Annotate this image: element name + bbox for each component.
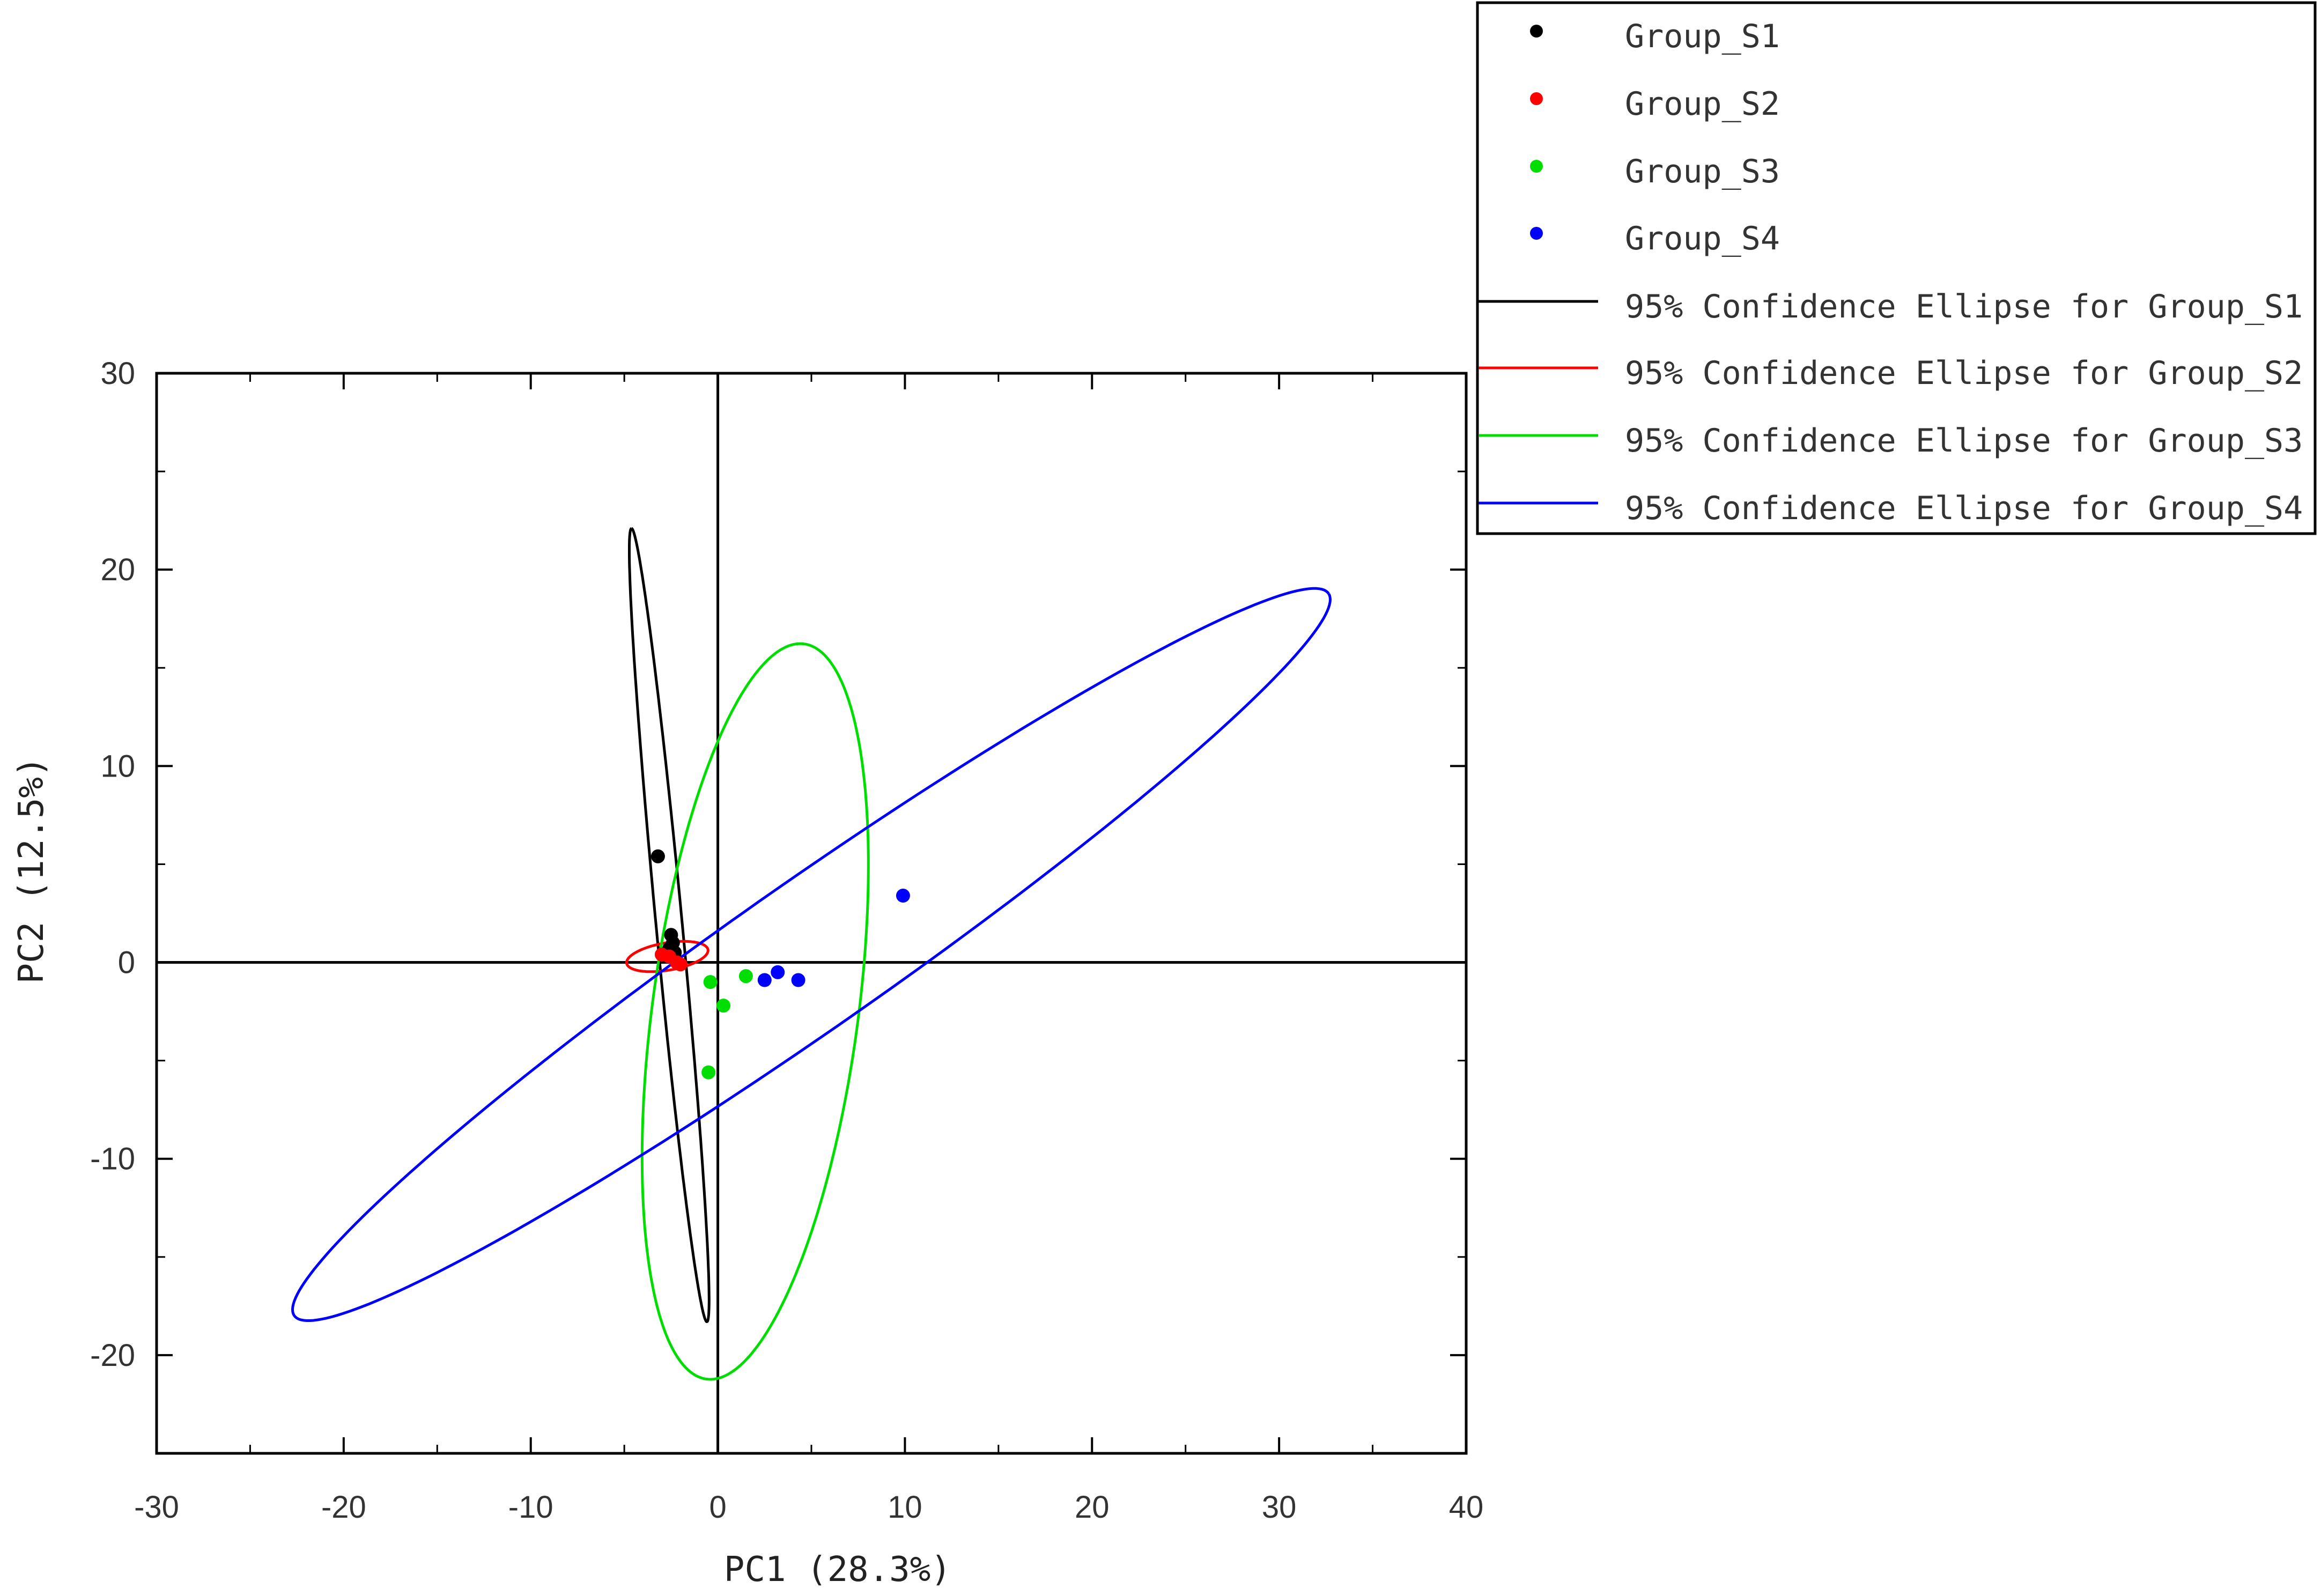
legend-box [1476, 1, 2317, 535]
legend-label: Group_S1 [1625, 18, 1780, 55]
x-tick-label: 30 [1262, 1490, 1297, 1525]
legend: Group_S1 Group_S2 Group_S3 Group_S4 95% Conf… [1476, 1, 2317, 535]
point-s3 [703, 975, 718, 989]
confidence-ellipse-s4 [291, 587, 1332, 1322]
y-axis-title: PC2 (12.5%) [12, 757, 51, 984]
legend-label: 95% Confidence Ellipse for Group_S2 [1625, 354, 2303, 392]
y-tick-label: -20 [90, 1338, 135, 1373]
point-s3 [716, 999, 731, 1013]
confidence-ellipses [291, 527, 1332, 1381]
y-tick-label: -10 [90, 1142, 135, 1177]
plot-frame [155, 372, 1468, 1455]
reference-lines [157, 373, 1466, 1453]
legend-label: 95% Confidence Ellipse for Group_S3 [1625, 422, 2303, 460]
point-s2 [673, 957, 688, 972]
x-tick-label: -10 [508, 1490, 553, 1525]
legend-marker [1530, 25, 1543, 38]
legend-label: Group_S3 [1625, 153, 1780, 190]
point-s1 [651, 849, 665, 863]
point-s4 [757, 973, 772, 987]
point-s4 [771, 965, 785, 979]
point-s3 [701, 1065, 716, 1080]
x-tick-label: 20 [1075, 1490, 1110, 1525]
data-points [651, 849, 910, 1080]
x-tick-label: 0 [709, 1490, 726, 1525]
legend-label: Group_S2 [1625, 85, 1780, 123]
x-tick-label: -20 [321, 1490, 366, 1525]
confidence-ellipse-s3 [640, 642, 870, 1381]
point-s4 [791, 973, 805, 987]
x-tick-label: -30 [134, 1490, 179, 1525]
confidence-ellipse-s2 [625, 940, 709, 973]
legend-label: 95% Confidence Ellipse for Group_S1 [1625, 288, 2303, 326]
point-s3 [738, 969, 753, 984]
x-axis-title: PC1 (28.3%) [724, 1550, 951, 1590]
legend-label: Group_S4 [1625, 220, 1780, 257]
point-s4 [896, 889, 910, 903]
y-tick-label: 20 [100, 552, 135, 587]
y-tick-label: 30 [100, 356, 135, 391]
axis-ticks: -30 -20 -10 0 10 20 30 40 -20 -10 0 10 20 30 [90, 356, 1483, 1525]
x-tick-label: 10 [888, 1490, 922, 1525]
y-tick-label: 0 [118, 945, 135, 980]
confidence-ellipse-s1 [628, 527, 711, 1324]
x-tick-label: 40 [1449, 1490, 1484, 1525]
legend-label: 95% Confidence Ellipse for Group_S4 [1625, 490, 2303, 527]
legend-marker [1530, 227, 1543, 240]
legend-marker [1530, 160, 1543, 173]
legend-marker [1530, 92, 1543, 105]
y-tick-label: 10 [100, 749, 135, 784]
